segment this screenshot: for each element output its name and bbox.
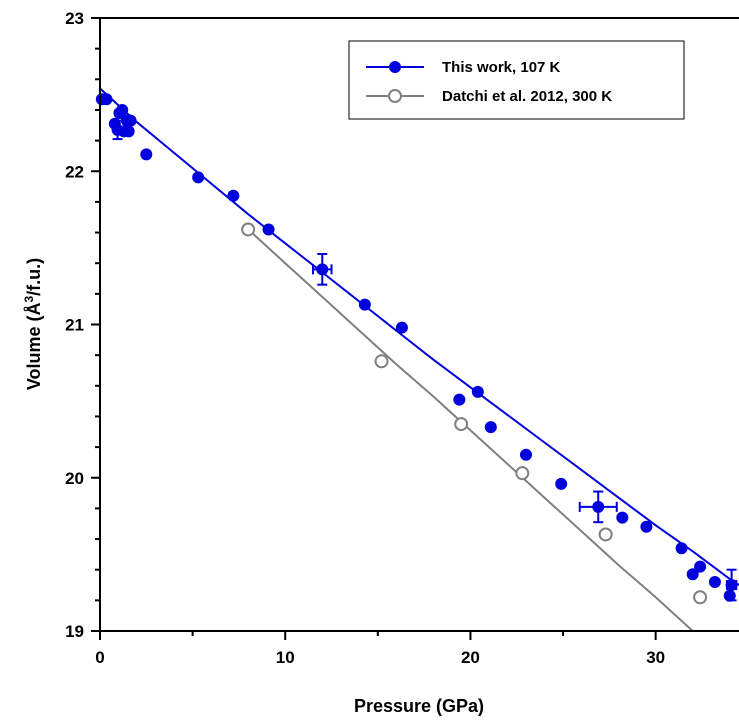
data-point-this-work xyxy=(520,448,532,461)
y-tick-label: 21 xyxy=(65,316,84,335)
y-tick-label: 23 xyxy=(65,9,84,28)
data-point-datchi xyxy=(693,590,708,605)
x-tick-label: 10 xyxy=(276,648,295,667)
data-point-this-work xyxy=(675,542,688,555)
legend-label-datchi: Datchi et al. 2012, 300 K xyxy=(442,88,612,105)
data-point-this-work xyxy=(616,511,629,524)
data-point-this-work xyxy=(358,298,371,311)
y-axis-title-sup: 3 xyxy=(22,296,36,303)
legend-marker-this-work xyxy=(389,61,401,73)
y-tick-label: 20 xyxy=(65,469,84,488)
legend-label-this-work: This work, 107 K xyxy=(442,59,561,76)
data-point-this-work xyxy=(723,589,736,602)
y-tick-label: 22 xyxy=(65,162,84,181)
data-point-this-work xyxy=(471,385,484,398)
legend-marker-datchi xyxy=(388,89,402,103)
data-point-datchi xyxy=(515,466,530,481)
data-point-this-work xyxy=(686,568,699,581)
legend-box xyxy=(348,40,685,120)
data-point-this-work xyxy=(124,114,137,127)
x-tick-label: 0 xyxy=(95,648,104,667)
x-axis-title: Pressure (GPa) xyxy=(354,696,484,716)
data-point-datchi xyxy=(454,417,469,432)
data-point-this-work xyxy=(592,500,605,513)
data-point-this-work xyxy=(640,520,653,533)
fit-curve-datchi xyxy=(247,228,695,631)
data-point-this-work xyxy=(725,579,738,592)
data-point-this-work xyxy=(694,560,707,573)
data-point-datchi xyxy=(241,222,256,237)
data-point-this-work xyxy=(192,171,205,184)
data-point-this-work xyxy=(708,575,721,588)
data-point-this-work xyxy=(122,125,135,138)
legend: This work, 107 K Datchi et al. 2012, 300… xyxy=(348,40,685,120)
data-point-datchi xyxy=(598,527,613,542)
data-point-this-work xyxy=(116,103,129,116)
data-point-this-work xyxy=(555,477,568,490)
data-point-this-work xyxy=(453,393,466,406)
y-axis-title-suffix: /f.u.) xyxy=(24,258,44,296)
y-axis-title: Volume (Å3/f.u.) xyxy=(22,258,44,390)
x-tick-label: 30 xyxy=(646,648,665,667)
data-point-this-work xyxy=(140,148,153,161)
y-tick-label: 19 xyxy=(65,622,84,641)
x-tick-label: 20 xyxy=(461,648,480,667)
data-point-this-work xyxy=(227,189,240,202)
y-axis-title-unit: Å xyxy=(24,303,44,316)
data-point-datchi xyxy=(374,354,389,369)
data-point-this-work xyxy=(316,263,329,276)
fit-curve-this-work xyxy=(100,87,739,586)
y-axis-title-prefix: Volume ( xyxy=(24,316,44,391)
data-point-this-work xyxy=(262,223,275,236)
data-point-this-work xyxy=(100,93,113,106)
data-point-this-work xyxy=(484,421,497,434)
data-point-this-work xyxy=(395,321,408,334)
